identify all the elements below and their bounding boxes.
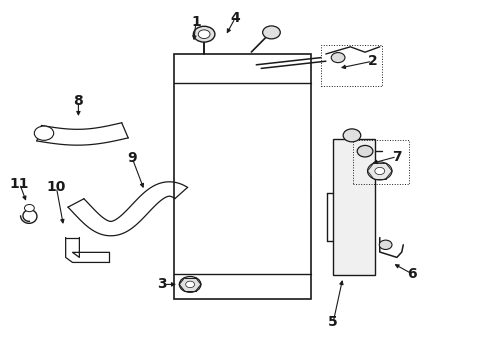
Text: 6: 6 bbox=[407, 267, 416, 280]
Circle shape bbox=[194, 26, 215, 42]
Circle shape bbox=[375, 167, 385, 175]
Circle shape bbox=[24, 204, 34, 212]
Bar bbox=[353, 140, 409, 184]
Text: 4: 4 bbox=[230, 11, 240, 25]
Text: 7: 7 bbox=[392, 150, 402, 163]
Bar bbox=[321, 45, 382, 86]
Text: 11: 11 bbox=[10, 177, 29, 190]
Text: 9: 9 bbox=[127, 152, 137, 165]
Text: 2: 2 bbox=[368, 54, 377, 68]
Text: 10: 10 bbox=[47, 180, 66, 194]
Circle shape bbox=[357, 145, 373, 157]
Bar bbox=[333, 139, 375, 275]
Circle shape bbox=[263, 26, 280, 39]
Circle shape bbox=[343, 129, 361, 142]
Circle shape bbox=[368, 162, 392, 180]
Circle shape bbox=[331, 53, 345, 63]
Text: 5: 5 bbox=[328, 315, 338, 329]
Bar bbox=[174, 54, 311, 299]
Text: 8: 8 bbox=[74, 94, 83, 108]
Circle shape bbox=[186, 281, 195, 288]
Circle shape bbox=[379, 240, 392, 249]
Text: 1: 1 bbox=[191, 15, 201, 28]
Text: 3: 3 bbox=[157, 278, 167, 291]
Circle shape bbox=[179, 276, 201, 292]
Circle shape bbox=[34, 126, 54, 140]
Circle shape bbox=[198, 30, 210, 39]
